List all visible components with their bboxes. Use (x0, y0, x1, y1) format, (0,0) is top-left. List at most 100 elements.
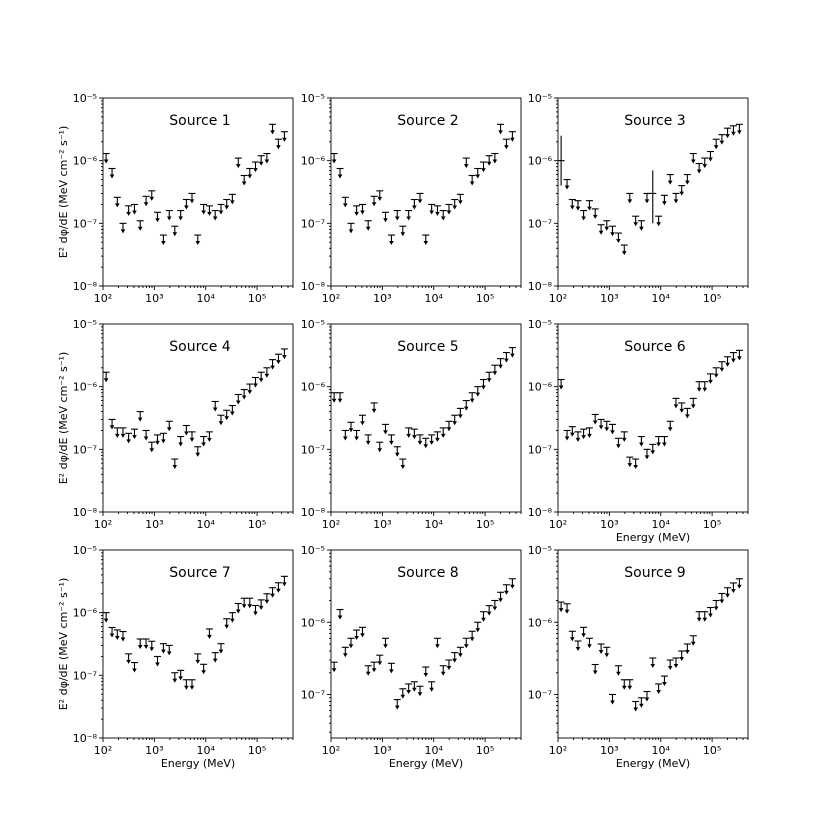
upper-limit-arrowhead (253, 383, 258, 388)
y-tick-label: 10⁻⁸ (73, 506, 98, 519)
upper-limit-point (422, 666, 430, 678)
upper-limit-arrowhead (377, 448, 383, 453)
upper-limit-arrowhead (423, 673, 429, 678)
upper-limit-point (119, 630, 127, 642)
upper-limit-point (451, 652, 459, 663)
upper-limit-point (228, 404, 236, 416)
x-tick-label: 10⁵ (703, 518, 721, 531)
upper-limit-arrowhead (627, 199, 633, 204)
upper-limit-arrowhead (137, 417, 143, 422)
upper-limit-point (251, 604, 259, 616)
upper-limit-point (563, 178, 571, 190)
upper-limit-point (410, 681, 418, 692)
upper-limit-arrowhead (598, 650, 604, 654)
x-tick-label: 10² (94, 518, 112, 531)
upper-limit-point (508, 131, 516, 142)
upper-limit-arrowhead (592, 214, 598, 219)
x-axis-label: Energy (MeV) (616, 757, 690, 770)
upper-limit-point (474, 621, 482, 633)
upper-limit-arrowhead (481, 617, 486, 622)
x-tick-label: 10³ (145, 744, 163, 757)
upper-limit-point (148, 640, 156, 652)
upper-limit-point (194, 653, 202, 664)
upper-limit-arrowhead (737, 356, 742, 361)
upper-limit-point (637, 220, 645, 231)
y-tick-label: 10⁻⁶ (73, 381, 98, 394)
upper-limit-point (274, 353, 282, 365)
x-tick-label: 10⁵ (476, 518, 494, 531)
x-tick-label: 10⁵ (248, 292, 266, 305)
x-tick-label: 10⁵ (703, 292, 721, 305)
upper-limit-point (381, 211, 389, 223)
upper-limit-point (177, 209, 185, 221)
upper-limit-arrowhead (241, 395, 247, 400)
upper-limit-arrowhead (149, 448, 155, 453)
upper-limit-point (683, 174, 691, 185)
upper-limit-arrowhead (166, 427, 172, 432)
panel-title: Source 5 (397, 339, 458, 355)
upper-limit-point (263, 367, 271, 378)
upper-limit-point (358, 203, 366, 215)
upper-limit-point (159, 432, 167, 444)
upper-limit-point (574, 200, 582, 211)
upper-limit-point (712, 599, 720, 611)
x-tick-label: 10⁴ (652, 518, 671, 531)
upper-limit-point (358, 414, 366, 426)
upper-limit-point (701, 611, 709, 622)
y-axis-label: E² dφ/dE (MeV cm⁻² s⁻¹) (57, 352, 70, 485)
upper-limit-point (620, 431, 628, 442)
upper-limit-arrowhead (195, 659, 201, 664)
upper-limit-point (724, 356, 732, 367)
x-tick-label: 10³ (600, 744, 618, 757)
upper-limit-point (399, 458, 407, 470)
upper-limit-arrowhead (708, 157, 713, 162)
y-tick-label: 10⁻⁵ (528, 544, 552, 557)
upper-limit-arrowhead (337, 398, 343, 403)
upper-limit-arrowhead (592, 670, 598, 675)
upper-limit-point (136, 220, 144, 231)
upper-limit-arrowhead (679, 657, 685, 662)
y-tick-label: 10⁻⁵ (73, 318, 97, 331)
upper-limit-arrowhead (224, 624, 230, 629)
upper-limit-point (171, 225, 179, 237)
upper-limit-arrowhead (201, 210, 206, 215)
upper-limit-point (153, 655, 161, 667)
upper-limit-arrowhead (354, 436, 359, 441)
upper-limit-point (358, 626, 366, 638)
upper-limit-arrowhead (343, 436, 348, 441)
upper-limit-arrowhead (725, 593, 730, 598)
upper-limit-arrowhead (412, 205, 417, 210)
upper-limit-point (119, 427, 127, 438)
upper-limit-arrowhead (481, 168, 486, 173)
upper-limit-arrowhead (377, 661, 383, 666)
upper-limit-arrowhead (662, 201, 667, 206)
y-tick-label: 10⁻⁷ (301, 443, 325, 456)
x-tick-label: 10² (549, 744, 567, 757)
upper-limit-point (632, 700, 640, 712)
upper-limit-point (614, 665, 622, 676)
x-tick-label: 10³ (600, 518, 618, 531)
upper-limit-point (620, 244, 628, 256)
upper-limit-point (269, 587, 277, 598)
upper-limit-arrowhead (644, 199, 650, 204)
upper-limit-arrowhead (685, 650, 690, 654)
upper-limit-arrowhead (446, 666, 452, 671)
upper-limit-arrowhead (365, 671, 371, 676)
upper-limit-arrowhead (207, 437, 212, 442)
upper-limit-arrowhead (417, 199, 423, 204)
upper-limit-point (330, 152, 338, 164)
upper-limit-point (568, 630, 576, 642)
upper-limit-point (445, 203, 453, 215)
upper-limit-point (194, 446, 202, 457)
upper-limit-point (194, 234, 202, 246)
upper-limit-arrowhead (331, 398, 337, 403)
upper-limit-arrowhead (475, 628, 481, 633)
upper-limit-arrowhead (598, 230, 604, 235)
upper-limit-point (280, 575, 288, 587)
upper-limit-point (211, 400, 219, 412)
upper-limit-point (393, 209, 401, 221)
upper-limit-arrowhead (469, 398, 475, 403)
panel-title: Source 8 (397, 565, 458, 581)
upper-limit-point (130, 428, 138, 440)
upper-limit-point (188, 679, 196, 690)
